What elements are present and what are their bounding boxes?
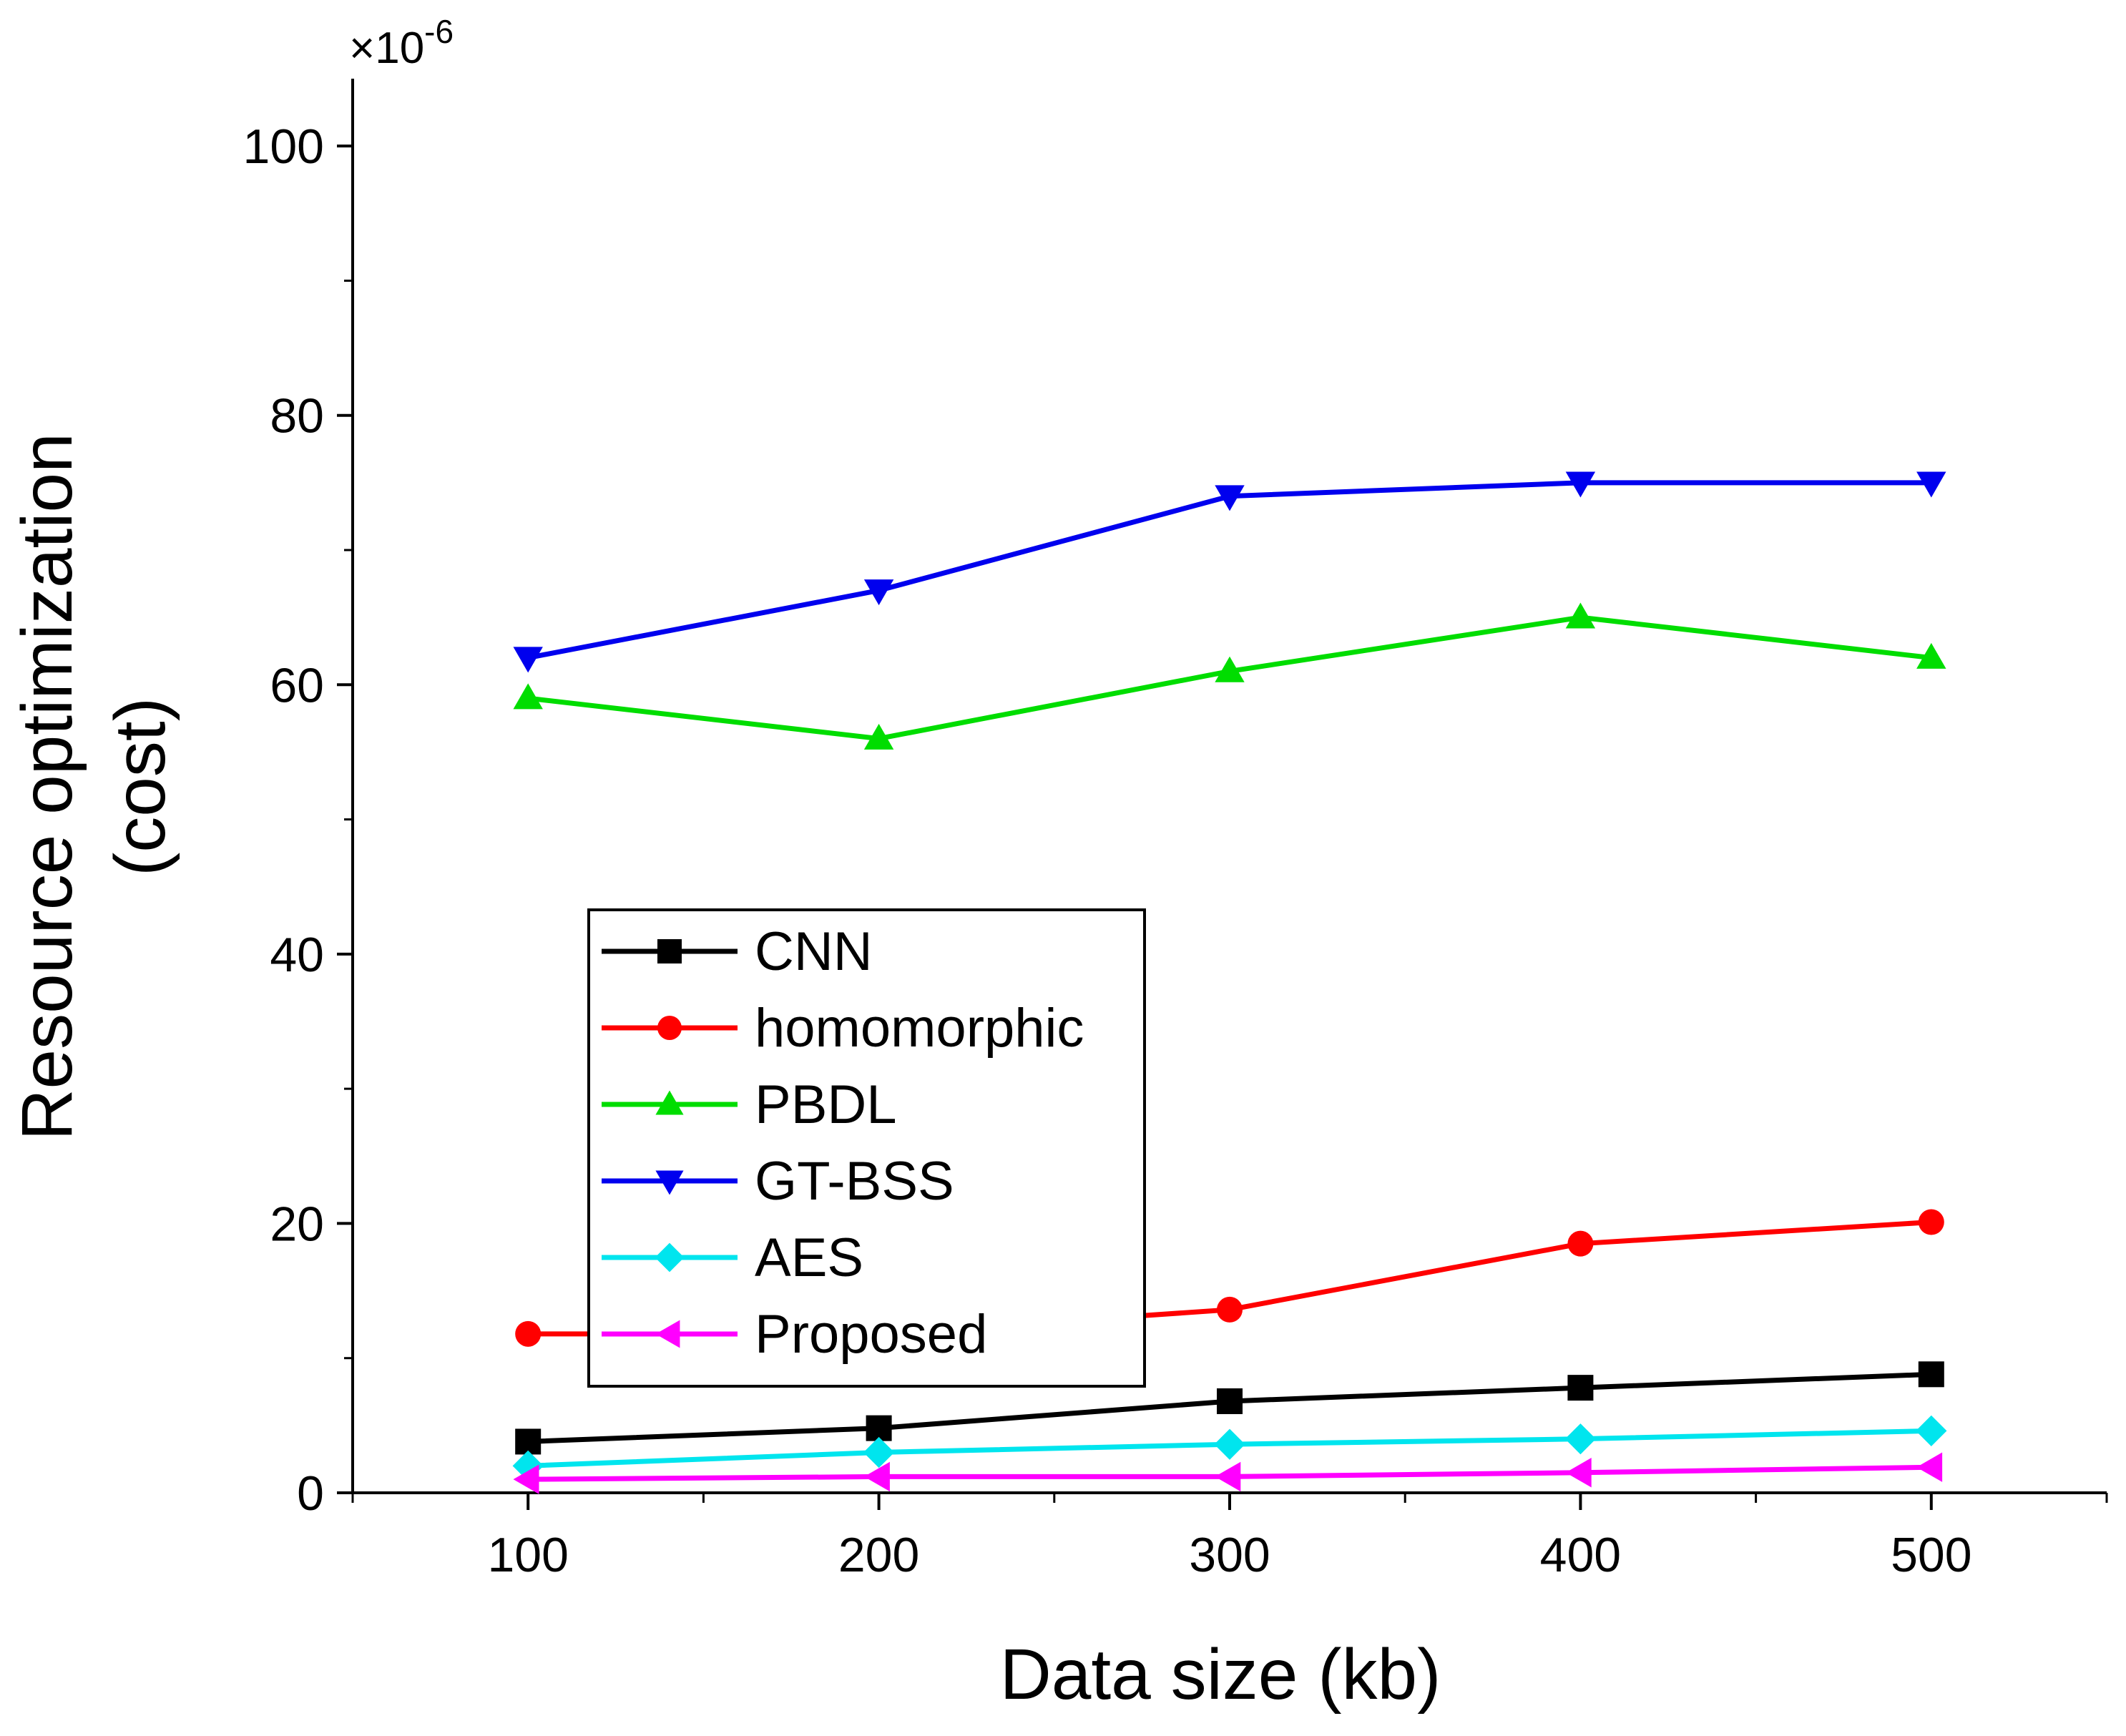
data-point-pbdl — [863, 723, 894, 750]
legend-label-cnn: CNN — [755, 921, 873, 982]
legend-label-proposed: Proposed — [755, 1304, 987, 1365]
data-point-cnn — [1567, 1375, 1594, 1401]
series-cnn — [515, 1361, 1944, 1455]
x-tick-label: 300 — [1189, 1528, 1270, 1582]
series-layer — [512, 471, 1947, 1494]
y-tick-label: 100 — [243, 119, 324, 174]
legend: CNN homomorphic PBDL GT-BSS AES Proposed — [587, 908, 1146, 1388]
y-axis-multiplier: ×10-6 — [349, 13, 454, 73]
legend-box — [587, 908, 1146, 1388]
legend-entry-cnn: CNN — [602, 921, 873, 982]
x-tick-label: 500 — [1891, 1528, 1971, 1582]
legend-label-homomorphic: homomorphic — [755, 998, 1084, 1059]
y-tick-label: 0 — [297, 1466, 324, 1521]
data-point-gt-bss — [513, 647, 543, 673]
data-point-homomorphic — [1217, 1296, 1243, 1323]
data-point-homomorphic — [1918, 1209, 1944, 1235]
data-point-aes — [863, 1436, 895, 1468]
legend-marker-gt-bss — [655, 1170, 684, 1195]
y-tick-label: 60 — [270, 658, 324, 712]
x-tick-label: 400 — [1540, 1528, 1621, 1582]
data-point-cnn — [515, 1428, 542, 1455]
data-point-aes — [1564, 1423, 1596, 1455]
series-gt-bss — [513, 471, 1946, 673]
data-point-pbdl — [1565, 602, 1596, 629]
y-tick-label: 40 — [270, 928, 324, 982]
y-tick-label: 20 — [270, 1197, 324, 1251]
y-tick-label: 80 — [270, 389, 324, 443]
legend-label-gt-bss: GT-BSS — [755, 1151, 954, 1212]
axes: 0 20 40 60 80 100 100 200 300 400 500 — [243, 79, 2108, 1582]
data-point-proposed — [1565, 1458, 1592, 1488]
data-point-proposed — [1215, 1461, 1241, 1492]
data-point-cnn — [1918, 1361, 1944, 1388]
series-aes — [512, 1415, 1947, 1481]
data-point-gt-bss — [1565, 471, 1596, 498]
legend-marker-pbdl — [655, 1090, 684, 1115]
legend-entry-proposed: Proposed — [602, 1304, 987, 1365]
data-point-cnn — [1217, 1388, 1243, 1414]
legend-entry-pbdl: PBDL — [602, 1074, 897, 1135]
data-point-proposed — [1916, 1452, 1943, 1482]
legend-marker-homomorphic — [657, 1016, 682, 1040]
x-axis-label: Data size (kb) — [1000, 1634, 1441, 1715]
data-point-aes — [1916, 1415, 1947, 1446]
data-point-homomorphic — [1567, 1230, 1594, 1257]
y-axis-multiplier-base: ×10 — [349, 24, 424, 73]
data-point-proposed — [513, 1464, 539, 1494]
data-point-pbdl — [1916, 642, 1946, 669]
data-point-gt-bss — [1215, 485, 1245, 511]
legend-label-aes: AES — [755, 1227, 863, 1288]
data-point-pbdl — [1215, 656, 1245, 682]
legend-marker-cnn — [657, 939, 682, 963]
x-tick-label: 200 — [838, 1528, 919, 1582]
data-point-proposed — [863, 1461, 890, 1492]
data-point-aes — [1214, 1428, 1245, 1460]
legend-entry-homomorphic: homomorphic — [602, 998, 1084, 1059]
data-point-pbdl — [513, 683, 543, 710]
legend-marker-proposed — [655, 1320, 680, 1348]
y-axis-label-line2: (cost) — [100, 697, 180, 876]
x-tick-label: 100 — [487, 1528, 568, 1582]
y-axis-multiplier-exponent: -6 — [424, 13, 454, 50]
data-point-gt-bss — [863, 579, 894, 606]
series-proposed — [513, 1452, 1943, 1494]
legend-label-pbdl: PBDL — [755, 1074, 897, 1135]
y-axis-label-line1: Resource optimization — [7, 433, 87, 1140]
legend-entry-gt-bss: GT-BSS — [602, 1151, 954, 1212]
legend-entry-aes: AES — [602, 1227, 863, 1288]
legend-marker-aes — [655, 1242, 685, 1272]
data-point-cnn — [866, 1415, 892, 1441]
series-pbdl — [513, 602, 1946, 750]
data-point-homomorphic — [515, 1320, 542, 1347]
data-point-gt-bss — [1916, 471, 1946, 498]
